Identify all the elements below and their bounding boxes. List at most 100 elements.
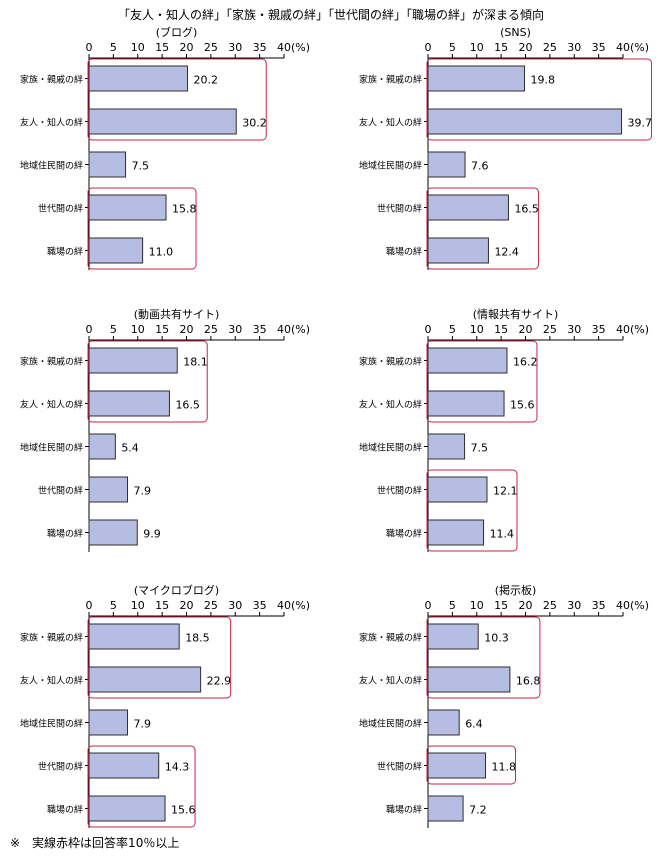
tick-label: 15 — [155, 323, 169, 336]
category-label: 職場の絆 — [47, 528, 83, 540]
value-label: 14.3 — [165, 761, 190, 774]
category-label: 職場の絆 — [47, 246, 83, 258]
tick-label: 10 — [131, 599, 145, 612]
bar — [427, 151, 466, 178]
category-label: 職場の絆 — [386, 804, 422, 816]
category-label: 友人・知人の絆 — [20, 117, 83, 129]
bar — [427, 65, 526, 92]
value-label: 15.6 — [171, 804, 196, 817]
value-label: 11.4 — [490, 528, 515, 541]
unit-label: (%) — [291, 323, 310, 336]
category-label: 世代間の絆 — [377, 485, 422, 497]
tick-label: 20 — [519, 323, 533, 336]
tick-label: 0 — [425, 41, 432, 54]
tick-label: 35 — [592, 323, 606, 336]
value-label: 19.8 — [531, 74, 556, 87]
main-title: 「友人・知人の絆」「家族・親戚の絆」「世代間の絆」「職場の絆」が深まる傾向 — [117, 8, 544, 22]
category-label: 世代間の絆 — [38, 761, 83, 773]
value-label: 30.2 — [242, 117, 267, 130]
bar — [427, 108, 623, 135]
tick-label: 35 — [592, 41, 606, 54]
bar — [88, 476, 129, 503]
chart-panel-2: (SNS) 0 5 10 15 20 25 30 35 40 (%) 家族・親戚の絆 19.8 友人・知人… — [359, 26, 653, 270]
tick-label: 30 — [567, 599, 581, 612]
tick-label: 15 — [494, 323, 508, 336]
chart-panel-3: (動画共有サイト) 0 5 10 15 20 25 30 35 40 (%) 家族・親戚の絆 18.1 友… — [20, 307, 310, 552]
tick-label: 10 — [131, 323, 145, 336]
tick-label: 40 — [277, 41, 291, 54]
category-label: 地域住民間の絆 — [359, 442, 422, 454]
bar — [88, 194, 167, 221]
highlight-box — [426, 745, 517, 785]
value-label: 9.9 — [143, 528, 161, 541]
category-label: 地域住民間の絆 — [20, 160, 83, 172]
unit-label: (%) — [630, 599, 649, 612]
tick-label: 0 — [86, 41, 93, 54]
value-label: 7.6 — [471, 160, 489, 173]
category-label: 友人・知人の絆 — [359, 117, 422, 129]
chart-panel-4: (情報共有サイト) 0 5 10 15 20 25 30 35 40 (%) 家族・親戚の絆 16.2 友… — [359, 307, 649, 552]
tick-label: 30 — [228, 41, 242, 54]
highlight-box — [87, 187, 197, 270]
tick-label: 5 — [449, 41, 456, 54]
unit-label: (%) — [291, 599, 310, 612]
bar — [427, 347, 508, 374]
highlight-box — [426, 58, 653, 141]
category-label: 地域住民間の絆 — [20, 718, 83, 730]
category-label: 地域住民間の絆 — [359, 160, 422, 172]
value-label: 15.6 — [510, 399, 535, 412]
chart-title: (SNS) — [500, 26, 531, 39]
tick-label: 30 — [228, 323, 242, 336]
bar — [427, 623, 479, 650]
tick-label: 0 — [86, 323, 93, 336]
category-label: 地域住民間の絆 — [20, 442, 83, 454]
tick-label: 15 — [155, 599, 169, 612]
value-label: 10.3 — [484, 632, 509, 645]
tick-label: 25 — [543, 41, 557, 54]
category-label: 世代間の絆 — [38, 203, 83, 215]
highlight-box — [426, 187, 539, 270]
unit-label: (%) — [630, 323, 649, 336]
category-label: 家族・親戚の絆 — [20, 356, 83, 368]
value-label: 16.2 — [513, 356, 538, 369]
value-label: 22.9 — [207, 675, 232, 688]
tick-label: 25 — [204, 599, 218, 612]
bar — [427, 709, 460, 736]
bar — [427, 237, 489, 264]
chart-title: (情報共有サイト) — [473, 307, 559, 321]
bar — [427, 476, 488, 503]
category-label: 友人・知人の絆 — [359, 399, 422, 411]
tick-label: 10 — [470, 323, 484, 336]
tick-label: 40 — [616, 41, 630, 54]
tick-label: 30 — [567, 323, 581, 336]
highlight-box — [87, 340, 208, 423]
tick-label: 15 — [155, 41, 169, 54]
value-label: 7.9 — [134, 718, 152, 731]
bar — [427, 752, 487, 779]
tick-label: 25 — [543, 599, 557, 612]
tick-label: 30 — [228, 599, 242, 612]
tick-label: 10 — [470, 599, 484, 612]
highlight-box — [426, 469, 518, 552]
value-label: 12.1 — [493, 485, 518, 498]
tick-label: 10 — [131, 41, 145, 54]
bar — [88, 795, 166, 822]
tick-label: 25 — [204, 323, 218, 336]
tick-label: 40 — [616, 599, 630, 612]
tick-label: 5 — [110, 41, 117, 54]
chart-title: (ブログ) — [156, 25, 198, 39]
tick-label: 20 — [180, 323, 194, 336]
tick-label: 35 — [253, 41, 267, 54]
value-label: 16.5 — [175, 399, 200, 412]
bar — [427, 390, 505, 417]
bar — [88, 666, 202, 693]
bar — [88, 347, 178, 374]
value-label: 12.4 — [494, 246, 519, 259]
bar — [427, 795, 464, 822]
tick-label: 30 — [567, 41, 581, 54]
chart-title: (掲示板) — [495, 583, 537, 597]
footnote: ※ 実線赤枠は回答率10％以上 — [10, 836, 180, 850]
value-label: 39.7 — [628, 117, 653, 130]
tick-label: 5 — [110, 599, 117, 612]
